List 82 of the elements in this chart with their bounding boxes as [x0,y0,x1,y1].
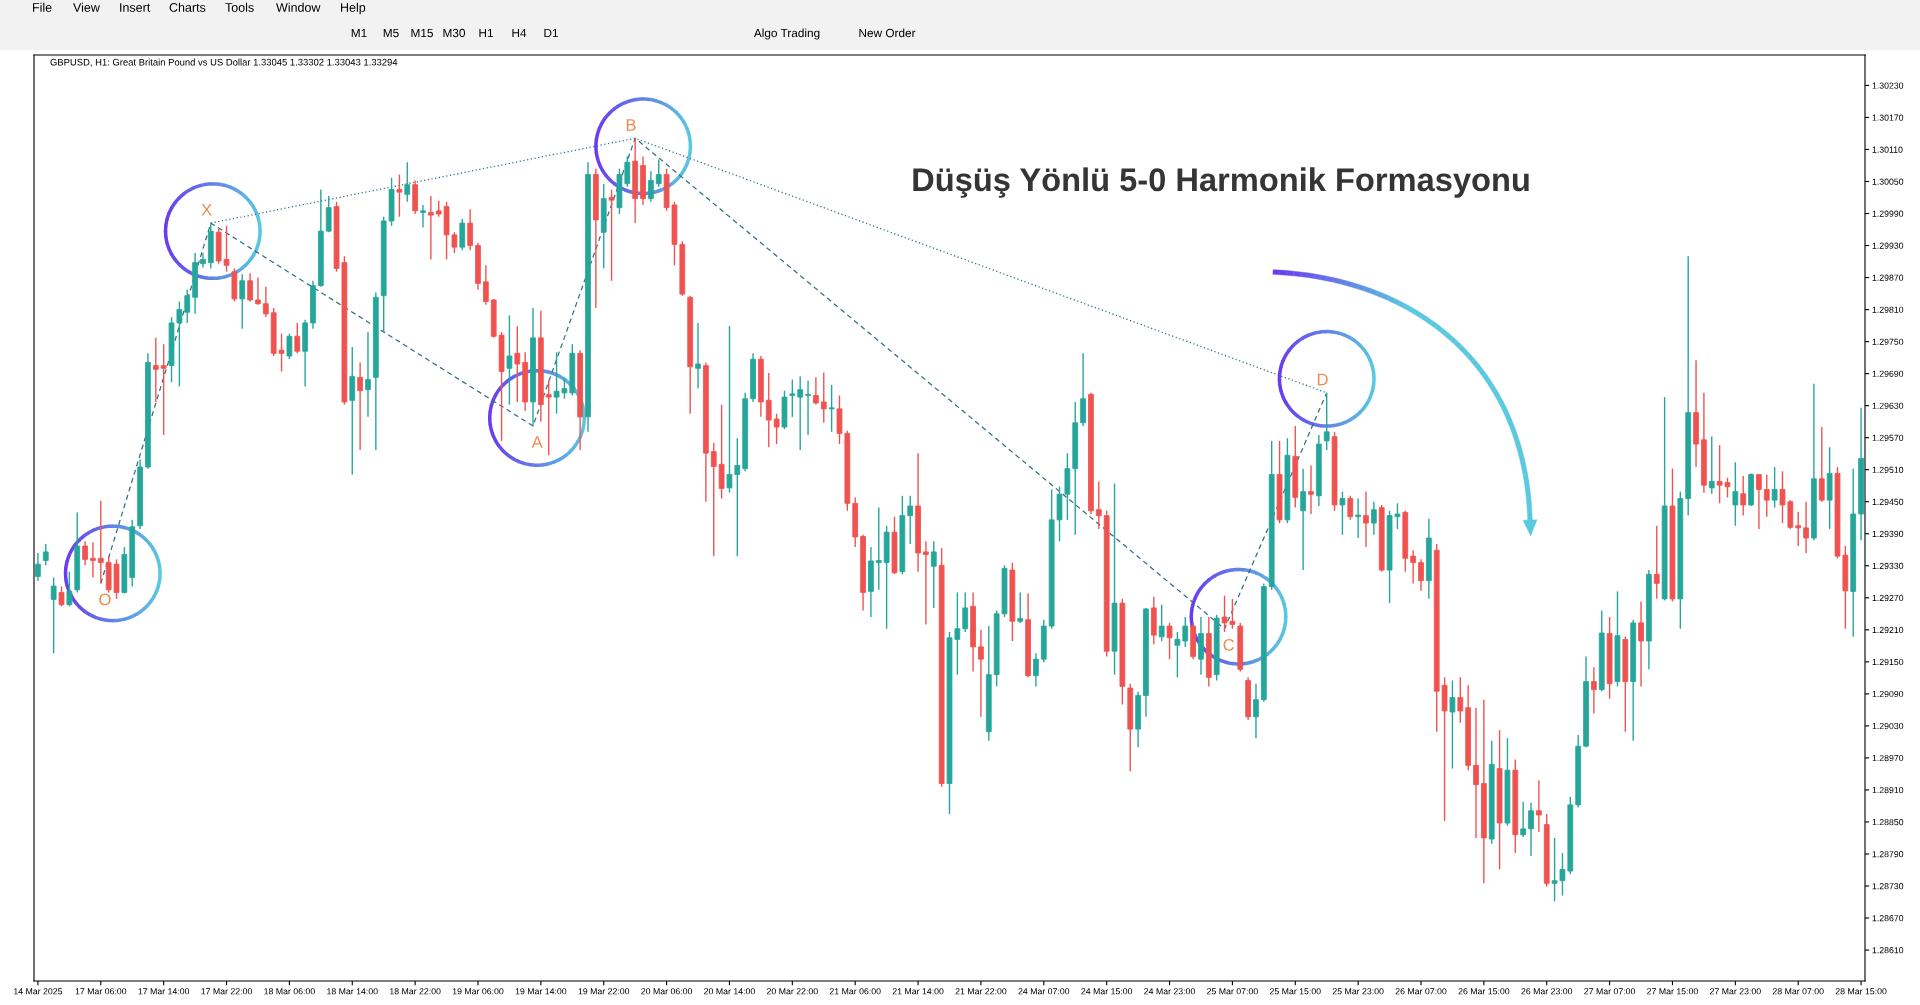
y-tick-label: 1.29270 [1872,594,1904,602]
x-tick-label: 24 Mar 23:00 [1144,988,1195,995]
text: Charts [169,2,206,12]
y-tick-label: 1.29810 [1872,306,1904,313]
text: D1 [544,28,558,38]
y-tick-label: 1.30050 [1872,178,1904,185]
y-tick-label: 1.28610 [1872,947,1904,954]
x-tick-label: 17 Mar 22:00 [201,988,252,995]
x-tick-label: 28 Mar 15:00 [1835,988,1887,995]
text: New Order [859,28,916,38]
text: View [73,2,100,12]
data-label: C [1223,638,1235,651]
y-tick-label: 1.28790 [1872,851,1904,858]
y-tick-label: 1.29630 [1872,402,1904,409]
x-tick-label: 21 Mar 06:00 [829,988,881,995]
x-tick-label: 14 Mar 2025 [14,988,63,995]
x-tick-label: 25 Mar 15:00 [1269,988,1321,995]
x-tick-label: 20 Mar 06:00 [641,988,693,995]
x-tick-label: 26 Mar 23:00 [1521,988,1573,995]
data-label: X [201,204,212,216]
x-tick-label: 21 Mar 14:00 [892,988,944,995]
data-label: D [1317,373,1328,386]
text: Algo Trading [753,28,820,40]
x-tick-label: 17 Mar 06:00 [75,988,127,995]
y-tick-label: 1.29150 [1872,658,1904,666]
x-tick-label: 25 Mar 07:00 [1207,988,1258,995]
data-label: A [531,436,543,448]
x-tick-label: 24 Mar 15:00 [1081,988,1133,995]
text: File [33,2,52,12]
y-tick-label: 1.29750 [1872,338,1904,345]
y-tick-label: 1.30110 [1872,146,1903,153]
text: H4 [512,28,527,38]
text: Tools [225,2,254,12]
y-tick-label: 1.30170 [1872,114,1904,121]
y-tick-label: 1.29450 [1872,498,1904,505]
y-tick-label: 1.29210 [1872,626,1904,634]
y-tick-label: 1.28850 [1872,819,1904,826]
x-tick-label: 19 Mar 22:00 [578,988,630,995]
y-tick-label: 1.29510 [1872,466,1904,473]
text: M30 [443,28,466,38]
data-label: O [99,593,111,606]
text: Düşüş Yönlü 5-0 Harmonik Formasyonu [913,167,1529,198]
y-tick-label: 1.29030 [1872,722,1904,730]
x-tick-label: 19 Mar 06:00 [452,988,504,995]
x-tick-label: 20 Mar 22:00 [767,988,818,995]
text: Help [341,2,366,15]
x-tick-label: 21 Mar 22:00 [955,988,1007,995]
y-tick-label: 1.28730 [1872,883,1904,890]
y-tick-label: 1.29390 [1872,530,1904,537]
x-tick-label: 18 Mar 06:00 [264,988,315,995]
x-tick-label: 27 Mar 15:00 [1647,988,1698,995]
y-tick-label: 1.28670 [1872,915,1904,922]
text: Insert [120,3,151,12]
text: Window [276,2,321,12]
text: M15 [411,28,433,38]
x-tick-label: 20 Mar 14:00 [704,988,755,995]
x-tick-label: 18 Mar 22:00 [390,988,441,995]
y-tick-label: 1.29870 [1872,274,1904,281]
data-label: B [626,119,636,131]
y-tick-label: 1.29330 [1872,562,1904,570]
x-tick-label: 28 Mar 07:00 [1772,988,1824,995]
y-tick-label: 1.29090 [1872,690,1904,698]
y-tick-label: 1.29930 [1872,242,1904,249]
chart-subtitle: GBPUSD, H1: Great Britain Pound vs US Dollar 1.33045 1.33302 1.33043 1.33294 [50,58,398,67]
x-tick-label: 24 Mar 07:00 [1018,988,1070,995]
y-tick-label: 1.28910 [1872,786,1904,794]
x-tick-label: 27 Mar 07:00 [1584,988,1636,995]
text: M5 [383,28,399,38]
x-tick-label: 26 Mar 07:00 [1395,988,1447,995]
y-tick-label: 1.29990 [1872,210,1904,217]
x-tick-label: 27 Mar 23:00 [1710,988,1761,995]
y-tick-label: 1.30230 [1872,82,1904,89]
x-tick-label: 17 Mar 14:00 [138,988,190,995]
text: H1 [479,28,493,38]
x-tick-label: 26 Mar 15:00 [1458,988,1510,995]
y-tick-label: 1.29570 [1872,434,1904,441]
x-tick-label: 25 Mar 23:00 [1332,988,1384,995]
y-tick-label: 1.28970 [1872,754,1904,762]
text: M1 [351,28,367,38]
x-tick-label: 19 Mar 14:00 [515,988,567,995]
x-tick-label: 18 Mar 14:00 [327,988,378,995]
y-tick-label: 1.29690 [1872,370,1904,377]
